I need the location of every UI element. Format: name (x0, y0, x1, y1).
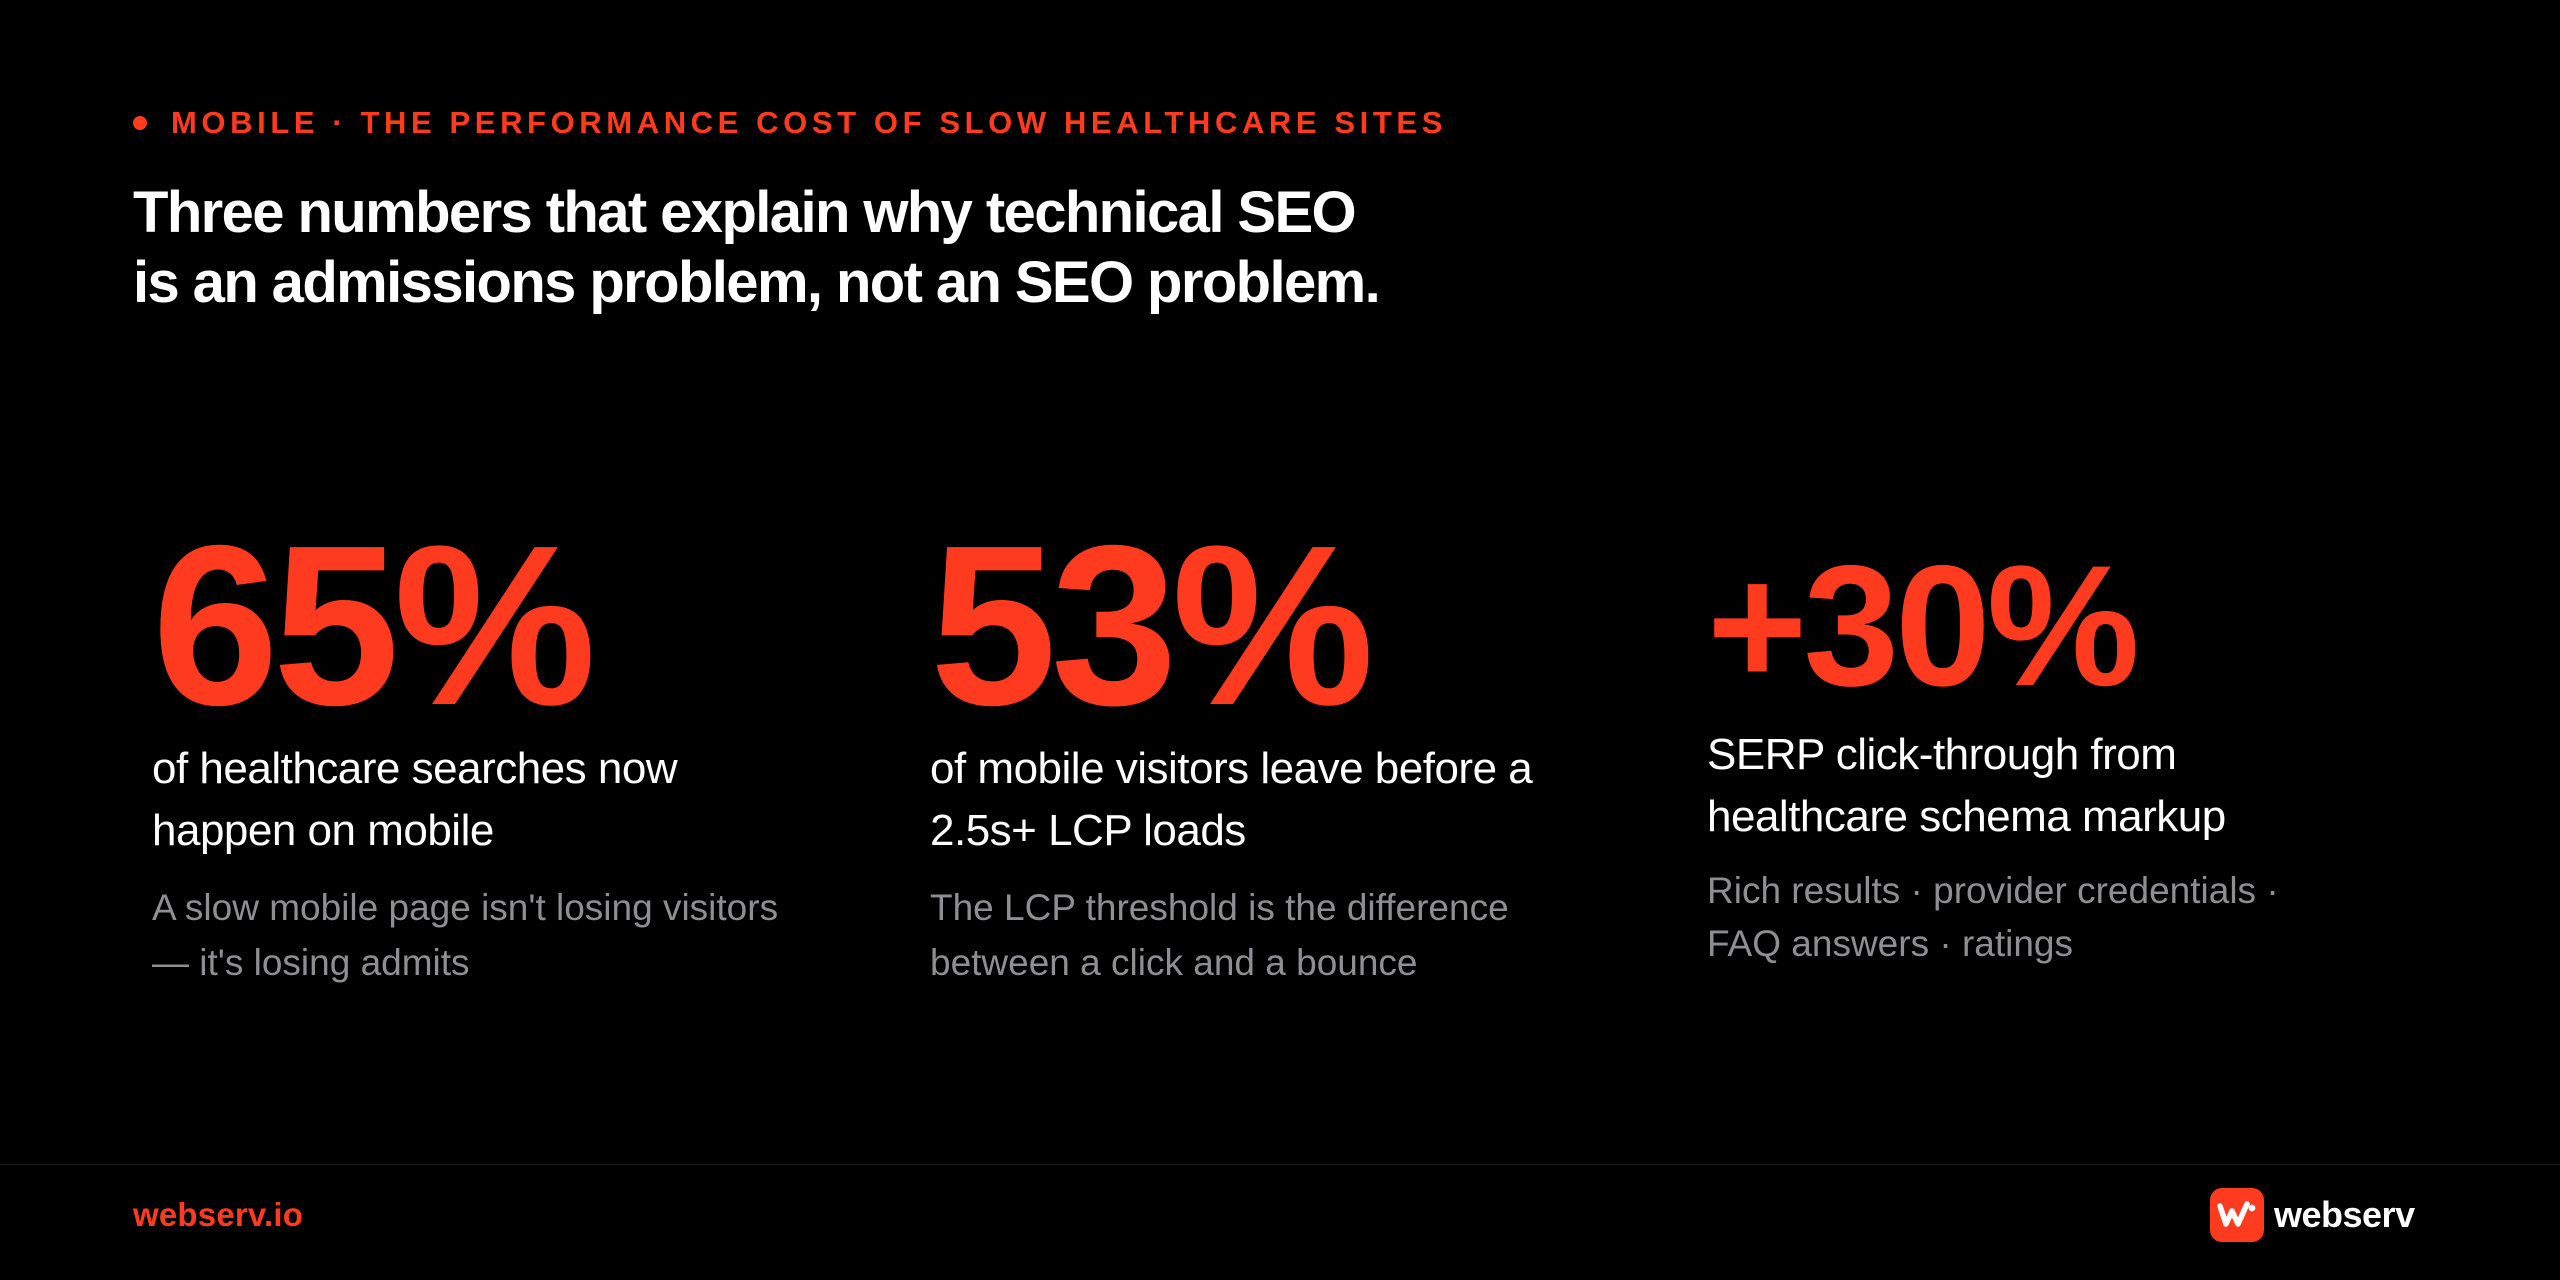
eyebrow: MOBILE · THE PERFORMANCE COST OF SLOW HE… (133, 105, 1447, 141)
stat-label-line: of healthcare searches now (152, 744, 678, 793)
stat-label-line: of mobile visitors leave before a (930, 744, 1533, 793)
stat-note-line: FAQ answers · ratings (1707, 923, 2074, 964)
headline-line-2: is an admissions problem, not an SEO pro… (133, 250, 1381, 315)
stat-value: +30% (1707, 530, 2140, 722)
stat-label: of mobile visitors leave before a 2.5s+ … (930, 738, 1650, 862)
stat-label-line: healthcare schema markup (1707, 792, 2226, 841)
eyebrow-dot-icon (133, 116, 147, 130)
stat-label-line: 2.5s+ LCP loads (930, 806, 1246, 855)
stat-card-mobile-searches: 65% of healthcare searches now happen on… (152, 512, 872, 990)
footer-site-link[interactable]: webserv.io (133, 1196, 304, 1233)
brand-logo[interactable]: webserv (2210, 1188, 2415, 1242)
stat-label-line: SERP click-through from (1707, 730, 2177, 779)
stat-card-schema-ctr: +30% SERP click-through from healthcare … (1707, 540, 2427, 970)
stat-note: A slow mobile page isn't losing visitors… (152, 880, 872, 990)
stat-note: The LCP threshold is the difference betw… (930, 880, 1650, 990)
headline-line-1: Three numbers that explain why technical… (133, 180, 1357, 245)
stat-label: of healthcare searches now happen on mob… (152, 738, 872, 862)
stat-note-line: — it's losing admits (152, 942, 470, 983)
stat-value: 53% (930, 499, 1374, 753)
stat-card-mobile-bounce: 53% of mobile visitors leave before a 2.… (930, 512, 1650, 990)
eyebrow-text: MOBILE · THE PERFORMANCE COST OF SLOW HE… (171, 105, 1447, 140)
footer-divider (0, 1164, 2560, 1165)
brand-name: webserv (2274, 1194, 2415, 1235)
stat-label: SERP click-through from healthcare schem… (1707, 724, 2427, 848)
stat-note-line: Rich results · provider credentials · (1707, 870, 2279, 911)
stat-label-line: happen on mobile (152, 806, 494, 855)
stat-note: Rich results · provider credentials · FA… (1707, 864, 2427, 970)
stat-value: 65% (152, 499, 596, 753)
stat-note-line: between a click and a bounce (930, 942, 1418, 983)
stat-note-line: The LCP threshold is the difference (930, 887, 1509, 928)
webserv-logo-icon (2210, 1188, 2264, 1242)
headline: Three numbers that explain why technical… (133, 178, 1533, 318)
stat-note-line: A slow mobile page isn't losing visitors (152, 887, 779, 928)
